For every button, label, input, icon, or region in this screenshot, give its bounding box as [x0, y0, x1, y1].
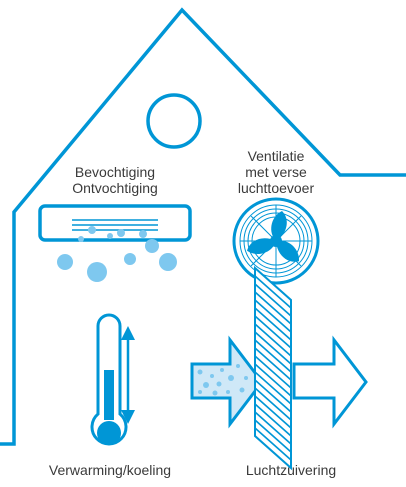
- ventilation-label-line2: met verse: [245, 164, 307, 180]
- fan-icon: [232, 197, 320, 285]
- air-conditioner-icon: [38, 204, 192, 282]
- house-outline: [0, 7, 406, 446]
- ventilation-label-line3: luchttoevoer: [237, 180, 315, 196]
- round-window-icon: [146, 93, 202, 149]
- humidify-label: Bevochtiging: [74, 164, 156, 180]
- air-filter-icon: [190, 265, 368, 471]
- ventilation-label-line1: Ventilatie: [247, 148, 305, 164]
- air-purification-label: Luchtzuivering: [245, 462, 337, 478]
- up-down-arrow-icon: [121, 326, 135, 424]
- dehumidify-label: Ontvochtiging: [72, 180, 158, 196]
- thermometer-icon: [90, 313, 128, 446]
- heating-cooling-label: Verwarming/koeling: [48, 462, 172, 478]
- dirty-air-arrow: [190, 335, 264, 429]
- clean-air-arrow: [292, 335, 368, 429]
